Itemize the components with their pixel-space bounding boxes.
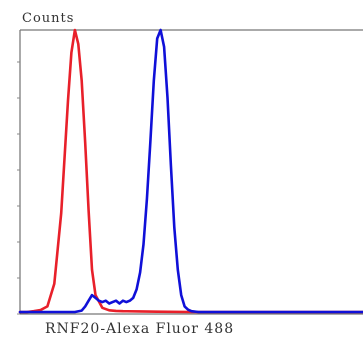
series-line-2 xyxy=(18,28,363,314)
x-axis-label: RNF20-Alexa Fluor 488 xyxy=(45,321,234,337)
y-axis-label: Counts xyxy=(22,11,74,26)
y-axis-ticks xyxy=(17,61,20,315)
plot-frame xyxy=(17,29,363,315)
series-layer xyxy=(18,28,363,314)
series-line-1 xyxy=(18,28,363,314)
